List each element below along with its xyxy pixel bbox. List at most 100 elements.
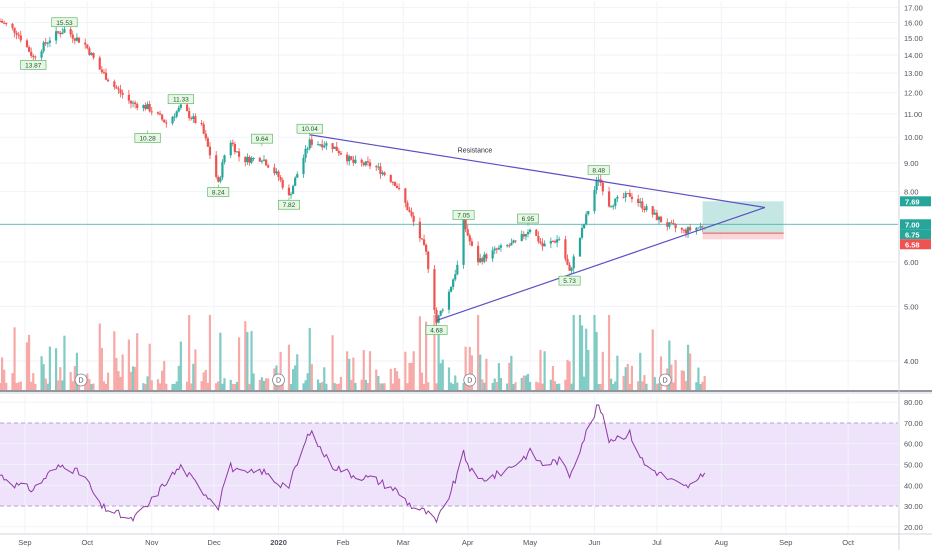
volume-bar — [144, 383, 147, 390]
volume-bar — [566, 359, 569, 390]
candle-body — [321, 144, 324, 148]
marker-label: 4.68 — [430, 328, 443, 335]
marker-label: 6.95 — [522, 216, 535, 223]
time-axis-tick: May — [523, 538, 537, 547]
volume-bar — [528, 381, 532, 390]
volume-bar — [185, 381, 189, 390]
candle-body — [526, 232, 530, 235]
volume-bar — [587, 349, 590, 390]
volume-bar — [61, 380, 64, 390]
candle-body — [360, 159, 363, 163]
volume-bar — [142, 383, 145, 390]
candle-body — [175, 111, 178, 117]
candle-body — [44, 42, 47, 44]
volume-bar — [520, 377, 523, 390]
candle-body — [614, 198, 617, 206]
volume-bar — [59, 367, 62, 390]
dividend-event-label: D — [663, 378, 668, 385]
candle-body — [479, 258, 482, 263]
candle-body — [368, 162, 372, 167]
volume-bar — [657, 383, 661, 390]
volume-bar — [427, 382, 430, 390]
volume-bar — [136, 333, 139, 390]
candle-body — [192, 116, 195, 119]
volume-bar — [148, 343, 151, 390]
volume-bar — [464, 346, 467, 390]
candle-body — [277, 171, 280, 178]
volume-bar — [449, 382, 453, 390]
rsi-axis-tick: 60.00 — [904, 440, 923, 449]
volume-bar — [491, 382, 494, 390]
marker-label: 11.33 — [173, 97, 189, 104]
candle-body — [267, 165, 270, 168]
candle-body — [564, 239, 567, 259]
volume-bar — [701, 381, 704, 390]
volume-bar — [375, 369, 378, 390]
volume-bar — [69, 372, 72, 390]
volume-bar — [127, 339, 130, 390]
candle-body — [231, 142, 234, 145]
volume-bar — [204, 369, 207, 390]
volume-bar — [3, 369, 6, 390]
candle-body — [528, 229, 532, 233]
candle-body — [273, 167, 276, 174]
candle-body — [235, 151, 239, 153]
volume-bar — [466, 382, 469, 390]
candle-body — [275, 171, 278, 174]
candle-body — [566, 258, 569, 265]
volume-bar — [362, 350, 365, 390]
volume-bar — [17, 382, 20, 390]
candle-body — [146, 104, 149, 110]
volume-bar — [593, 315, 596, 390]
volume-bar — [379, 383, 382, 390]
volume-bar — [0, 357, 4, 390]
volume-bar — [680, 370, 683, 390]
volume-bar — [131, 366, 135, 390]
candle-body — [250, 157, 253, 163]
candle-body — [11, 23, 14, 28]
volume-bar — [15, 383, 18, 390]
candle-body — [92, 52, 95, 58]
volume-bar — [177, 365, 180, 390]
candle-body — [398, 188, 401, 190]
price-axis-tick: 16.00 — [904, 18, 923, 27]
candle-body — [578, 237, 582, 257]
candle-body — [158, 113, 162, 115]
candle-body — [412, 215, 415, 222]
volume-bar — [319, 383, 322, 390]
volume-bar — [150, 380, 153, 390]
candle-body — [645, 206, 648, 211]
resistance-label: Resistance — [458, 148, 493, 155]
volume-bar — [102, 381, 106, 390]
volume-bar — [674, 359, 677, 390]
candle-body — [308, 139, 311, 149]
candle-body — [215, 155, 218, 177]
marker-box — [20, 60, 47, 70]
volume-bar — [321, 381, 324, 390]
volume-bar — [398, 378, 401, 390]
candle-body — [699, 226, 702, 228]
candle-body — [435, 309, 438, 323]
candle-body — [19, 35, 22, 41]
candle-body — [659, 216, 663, 223]
volume-bar — [558, 383, 561, 390]
volume-bar — [192, 363, 195, 390]
candle-body — [117, 88, 120, 90]
candle-body — [508, 245, 511, 247]
volume-bar — [34, 383, 37, 390]
candle-body — [568, 264, 571, 271]
volume-bar — [219, 332, 222, 390]
candle-body — [188, 111, 191, 118]
candle-body — [233, 144, 236, 153]
volume-bar — [686, 344, 690, 390]
volume-bar — [90, 384, 93, 390]
candle-body — [73, 38, 76, 41]
candle-body — [639, 201, 642, 204]
candle-body — [339, 153, 343, 155]
volume-bar — [470, 355, 473, 390]
volume-bar — [580, 325, 584, 390]
candle-body — [441, 309, 444, 311]
volume-bar — [215, 383, 218, 390]
